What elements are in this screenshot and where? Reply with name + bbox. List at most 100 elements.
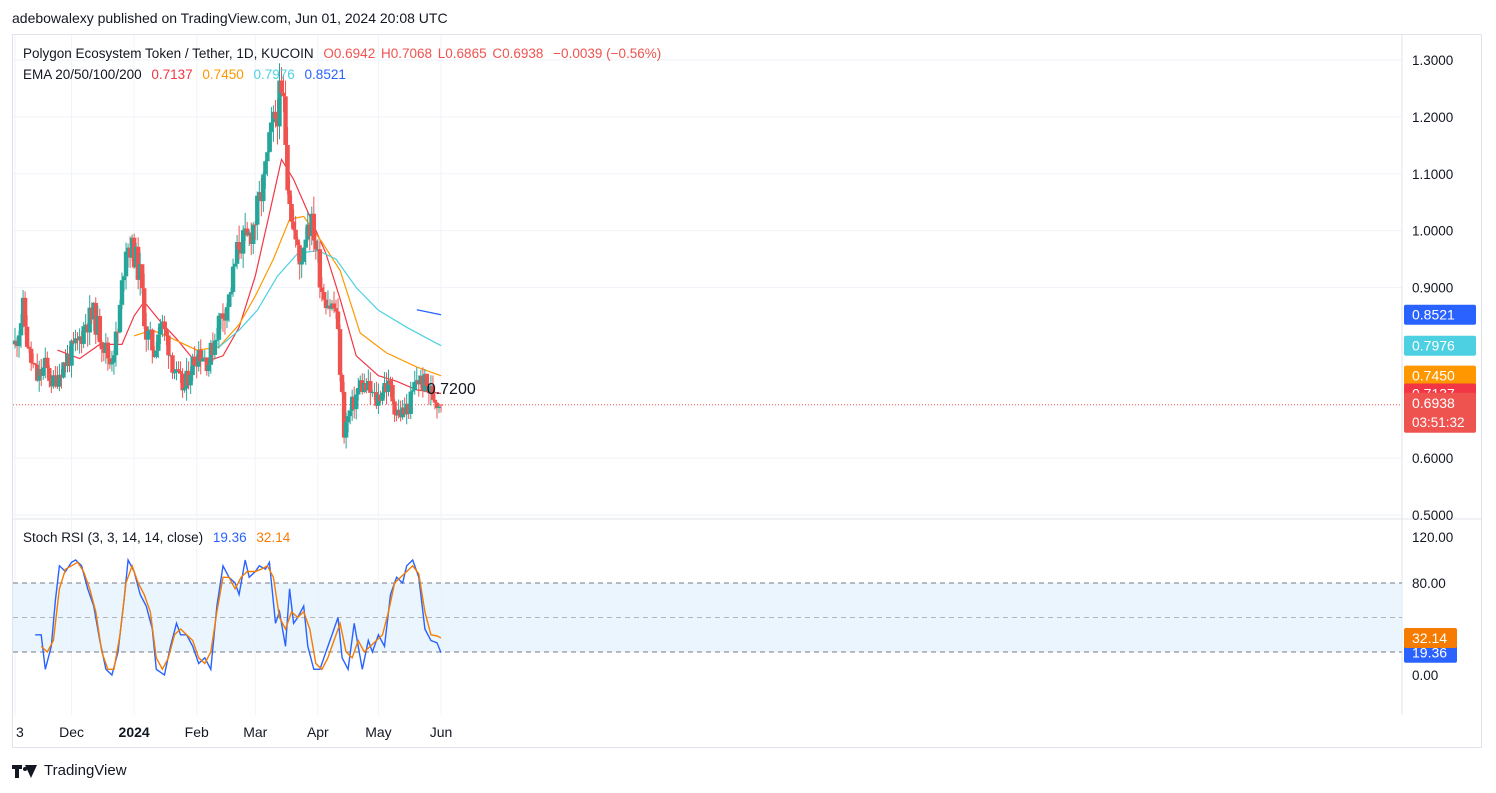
price-legend: Polygon Ecosystem Token / Tether, 1D, KU… [23, 46, 667, 61]
candle-body [311, 213, 317, 241]
candle-body [117, 304, 123, 333]
candle-body [392, 401, 397, 415]
candle-body [97, 315, 102, 343]
candle-body [236, 242, 242, 250]
candle-body [232, 263, 238, 267]
candle-body [154, 350, 159, 357]
candle-body [263, 161, 268, 175]
open-value: O0.6942 [323, 46, 376, 61]
stoch-value-box [1404, 628, 1457, 649]
candle-body [323, 299, 329, 309]
candle-body [113, 331, 119, 356]
candle-body [190, 356, 195, 376]
time-tick-label: 2024 [119, 724, 150, 740]
candle-body [321, 292, 327, 300]
candles [12, 63, 444, 449]
stoch-tick-label: 120.00 [1412, 530, 1453, 545]
price-annotation: 0.7200 [427, 381, 476, 398]
candle-body [198, 350, 203, 362]
candle-body [158, 323, 163, 335]
tradingview-footer[interactable]: TradingView [12, 762, 127, 779]
candle-body [87, 307, 92, 333]
candle-body [182, 388, 187, 391]
axes: 1.3000 1.2000 1.1000 1.0000 0.9000 0.6000 0.50… [16, 53, 1453, 740]
candle-body [51, 375, 56, 387]
stoch-value-text: 32.14 [1412, 630, 1447, 646]
candle-body [204, 357, 210, 372]
candle-body [142, 288, 147, 327]
candle-body [172, 372, 177, 374]
ema50-value: 0.7450 [202, 67, 244, 82]
time-tick-label: Feb [185, 724, 209, 740]
candle-body [368, 380, 373, 393]
price-label-text: 0.6938 [1412, 395, 1455, 411]
candle-body [430, 385, 436, 400]
candle-body [408, 391, 413, 414]
candle-body [339, 374, 345, 392]
ema-label: EMA 20/50/100/200 [23, 67, 142, 82]
price-tick-label: 1.0000 [1412, 224, 1453, 239]
candle-body [81, 326, 86, 344]
candle-body [220, 313, 226, 319]
stoch-lines [35, 557, 442, 677]
candle-body [319, 287, 325, 293]
candle-body [206, 364, 212, 372]
time-tick-label: Apr [307, 724, 329, 740]
candle-body [240, 230, 246, 254]
stoch-value-text: 19.36 [1412, 645, 1447, 661]
candle-body [228, 292, 234, 295]
candle-body [436, 406, 442, 409]
stoch-tick-label: 0.00 [1412, 668, 1438, 683]
candle-body [73, 338, 78, 344]
candle-body [109, 362, 115, 365]
candle-body [277, 80, 282, 127]
candle-body [69, 340, 74, 366]
candle-body [283, 96, 288, 145]
candle-body [164, 329, 169, 336]
candle-body [139, 264, 145, 289]
candle-body [293, 229, 298, 240]
stoch-d-line [40, 561, 442, 671]
candle-body [287, 190, 292, 204]
price-tick-label: 1.2000 [1412, 110, 1453, 125]
candle-body [299, 261, 304, 265]
candle-body [317, 249, 323, 288]
candle-body [57, 374, 62, 387]
price-label-text: 0.7976 [1412, 338, 1455, 354]
candle-body [347, 410, 353, 417]
price-label-box [1404, 365, 1476, 386]
tradingview-logo-icon [12, 763, 38, 779]
candle-body [281, 92, 286, 97]
candle-body [41, 367, 46, 376]
candle-body [226, 294, 232, 308]
ema-line-ema20 [57, 157, 442, 395]
price-tick-label: 1.3000 [1412, 53, 1453, 68]
candle-body [107, 358, 113, 365]
candle-body [343, 422, 349, 438]
candle-body [337, 329, 343, 375]
candle-body [166, 335, 171, 356]
candle-body [105, 342, 111, 359]
stoch-legend: Stoch RSI (3, 3, 14, 14, close) 19.36 32… [23, 530, 296, 545]
candle-body [26, 346, 32, 349]
ema20-value: 0.7137 [151, 67, 193, 82]
candle-body [150, 329, 155, 351]
ema-line-ema200 [416, 309, 442, 316]
candle-body [111, 355, 117, 363]
price-tick-label: 0.9000 [1412, 281, 1453, 296]
candle-body [135, 246, 141, 280]
candle-body [188, 375, 193, 386]
candle-body [30, 362, 36, 364]
candle-body [253, 224, 258, 226]
chart-frame [12, 34, 1482, 748]
candle-body [261, 174, 266, 202]
candle-body [424, 373, 430, 387]
stoch-band [13, 582, 1402, 653]
candle-body [438, 404, 444, 406]
candle-body [410, 390, 415, 392]
candle-body [356, 388, 361, 395]
candle-body [162, 321, 167, 330]
candle-body [234, 242, 240, 264]
price-label-box [1404, 304, 1476, 325]
